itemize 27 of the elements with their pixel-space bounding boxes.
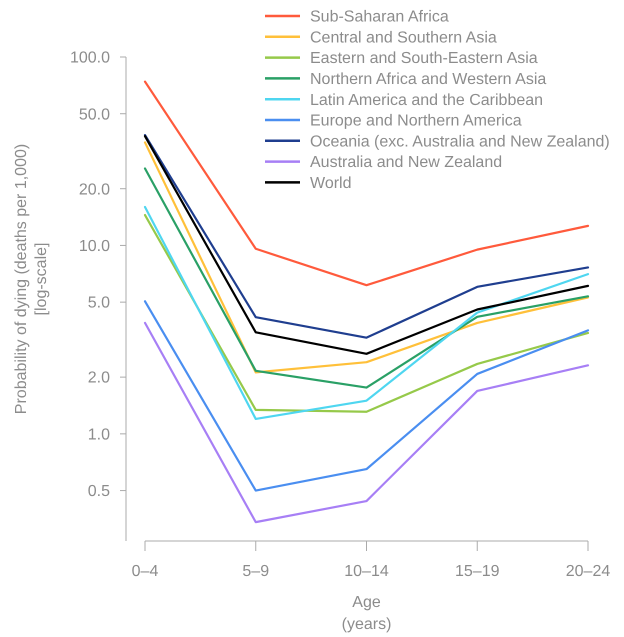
line-series xyxy=(144,322,590,524)
x-tick-label: 10–14 xyxy=(344,563,389,580)
x-tick-label: 5–9 xyxy=(242,563,270,580)
y-tick-label: 10.0 xyxy=(78,238,110,256)
y-tick-label: 0.5 xyxy=(88,483,110,500)
legend-label: Oceania (exc. Australia and New Zealand) xyxy=(310,133,610,150)
y-axis-title: Probability of dying (deaths per 1,000) [log-scale] xyxy=(13,144,50,414)
y-tick-label: 50.0 xyxy=(78,106,110,124)
x-tick-label: 15–19 xyxy=(455,563,500,580)
line-series xyxy=(144,167,590,389)
x-axis-title: Age (years) xyxy=(342,594,392,633)
line-series xyxy=(144,300,590,492)
y-tick-label: 20.0 xyxy=(78,181,110,198)
legend-label: Northern Africa and Western Asia xyxy=(310,71,546,88)
y-tick-label: 5.0 xyxy=(88,294,110,312)
y-tick-label: 100.0 xyxy=(70,50,110,67)
legend-label: Australia and New Zealand xyxy=(310,154,502,172)
legend-label: Europe and Northern America xyxy=(310,112,522,130)
x-tick-label: 20–24 xyxy=(566,563,610,580)
legend-label: Eastern and South-Eastern Asia xyxy=(310,50,538,68)
y-tick-label: 1.0 xyxy=(88,426,110,444)
legend-label: World xyxy=(310,175,352,192)
y-tick-label: 2.0 xyxy=(88,370,110,387)
legend-label: Central and Southern Asia xyxy=(310,29,497,46)
legend-label: Latin America and the Caribbean xyxy=(310,92,544,109)
x-tick-label: 0–4 xyxy=(132,563,158,580)
legend-label: Sub-Saharan Africa xyxy=(310,8,449,26)
